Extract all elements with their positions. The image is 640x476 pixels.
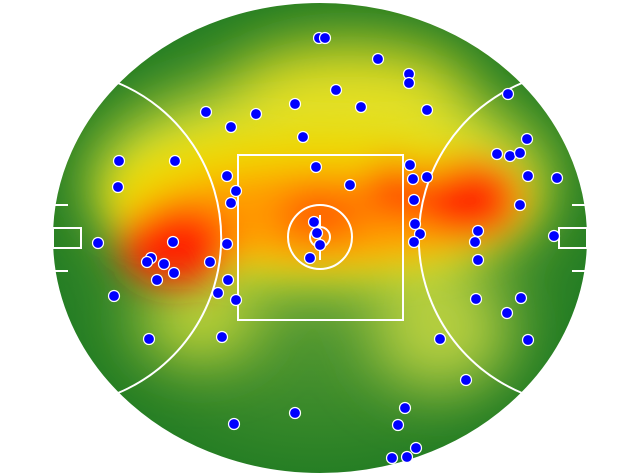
player-dot bbox=[303, 251, 317, 265]
player-dot bbox=[391, 418, 405, 432]
player-dot bbox=[307, 215, 321, 229]
player-dot bbox=[309, 160, 323, 174]
player-dot bbox=[224, 196, 238, 210]
player-dot bbox=[459, 373, 473, 387]
player-dot bbox=[408, 217, 422, 231]
player-dot bbox=[490, 147, 504, 161]
player-dot bbox=[469, 292, 483, 306]
player-dot bbox=[513, 198, 527, 212]
player-dot bbox=[215, 330, 229, 344]
player-dot bbox=[107, 289, 121, 303]
player-dot bbox=[313, 238, 327, 252]
player-dot bbox=[521, 169, 535, 183]
player-dot bbox=[547, 229, 561, 243]
player-dot bbox=[203, 255, 217, 269]
player-dot bbox=[288, 97, 302, 111]
player-dot bbox=[407, 235, 421, 249]
player-dot bbox=[513, 146, 527, 160]
player-dot bbox=[471, 224, 485, 238]
player-dot bbox=[91, 236, 105, 250]
player-dot bbox=[318, 31, 332, 45]
player-dot bbox=[220, 169, 234, 183]
player-dot bbox=[296, 130, 310, 144]
player-dot bbox=[224, 120, 238, 134]
player-dot bbox=[471, 253, 485, 267]
player-dot bbox=[227, 417, 241, 431]
player-dot bbox=[371, 52, 385, 66]
player-dot bbox=[468, 235, 482, 249]
player-dot bbox=[413, 227, 427, 241]
player-dot bbox=[409, 441, 423, 455]
player-dot bbox=[168, 154, 182, 168]
player-dot bbox=[402, 76, 416, 90]
player-dot bbox=[407, 193, 421, 207]
player-dot bbox=[157, 257, 171, 271]
player-dot bbox=[420, 103, 434, 117]
player-dot bbox=[406, 172, 420, 186]
player-dot bbox=[398, 401, 412, 415]
player-dot bbox=[220, 237, 234, 251]
player-dot bbox=[166, 235, 180, 249]
player-dot bbox=[140, 255, 154, 269]
player-dot bbox=[221, 273, 235, 287]
player-dot bbox=[211, 286, 225, 300]
player-dot bbox=[433, 332, 447, 346]
player-dot bbox=[249, 107, 263, 121]
player-dot bbox=[354, 100, 368, 114]
player-dot bbox=[142, 332, 156, 346]
player-dot bbox=[400, 450, 414, 464]
player-dot bbox=[199, 105, 213, 119]
player-dot bbox=[503, 149, 517, 163]
player-dot bbox=[514, 291, 528, 305]
player-dot bbox=[385, 451, 399, 465]
player-dot bbox=[343, 178, 357, 192]
player-dot bbox=[420, 170, 434, 184]
player-dot bbox=[229, 293, 243, 307]
player-dot bbox=[229, 184, 243, 198]
player-dot bbox=[310, 226, 324, 240]
player-dot bbox=[403, 158, 417, 172]
player-dot bbox=[500, 306, 514, 320]
player-dot bbox=[521, 333, 535, 347]
player-dot bbox=[501, 87, 515, 101]
player-dot bbox=[329, 83, 343, 97]
player-dot bbox=[520, 132, 534, 146]
player-dot bbox=[167, 266, 181, 280]
player-dot bbox=[150, 273, 164, 287]
player-dot bbox=[111, 180, 125, 194]
player-dot bbox=[112, 154, 126, 168]
player-dot bbox=[550, 171, 564, 185]
player-dot bbox=[288, 406, 302, 420]
